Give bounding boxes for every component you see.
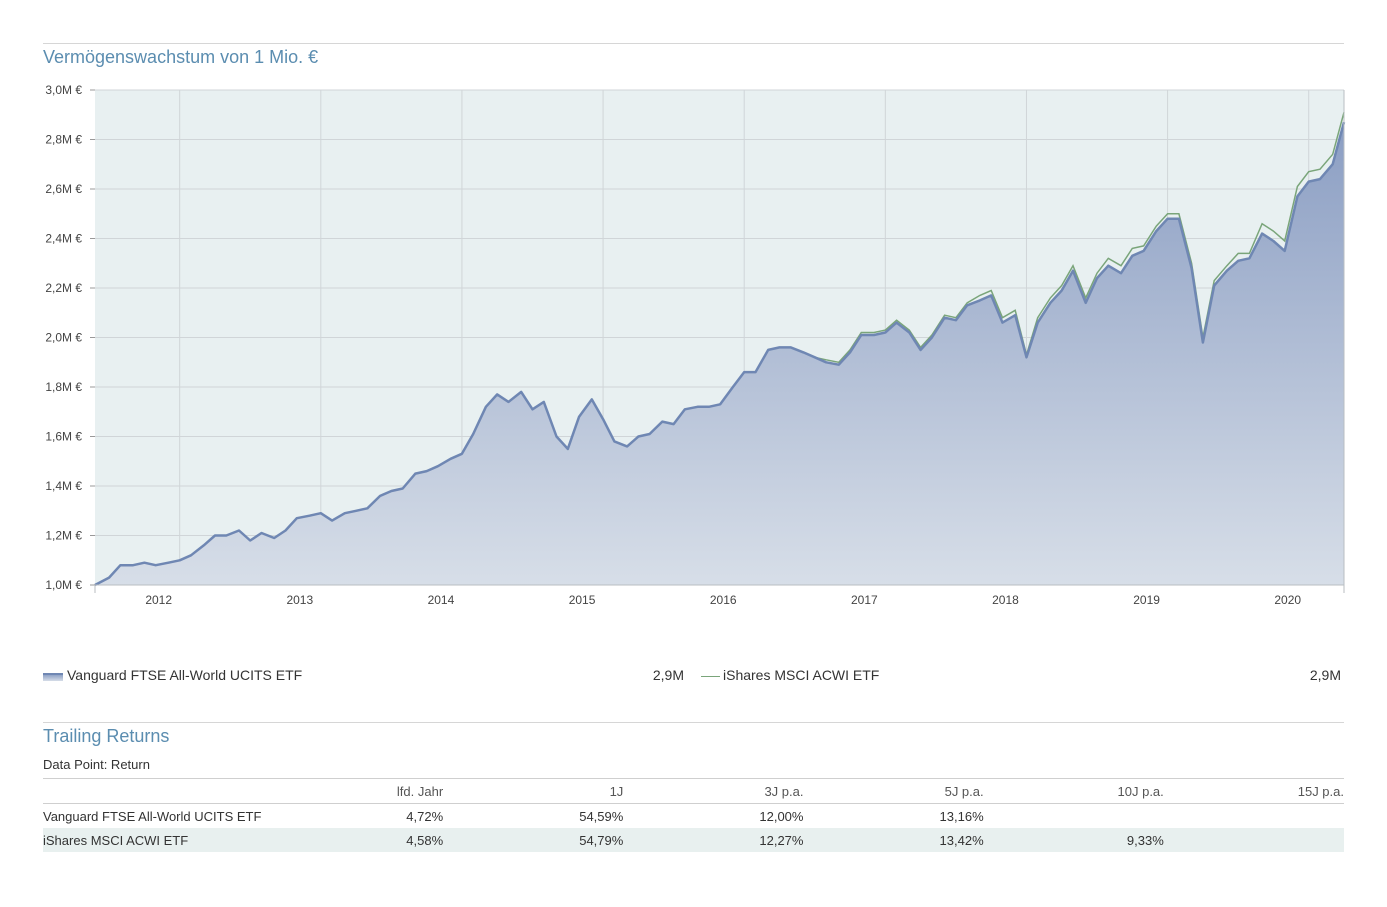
table-cell: 9,33% xyxy=(983,828,1164,852)
legend-value-vanguard: 2,9M xyxy=(652,667,684,683)
table-cell: 54,79% xyxy=(443,828,624,852)
legend-label-vanguard: Vanguard FTSE All-World UCITS ETF xyxy=(67,667,303,683)
x-tick-label: 2017 xyxy=(851,593,878,607)
table-cell: 54,59% xyxy=(579,808,624,824)
returns-divider xyxy=(43,722,1344,723)
y-tick-label: 1,6M € xyxy=(45,430,82,444)
table-cell: 4,72% xyxy=(406,808,444,824)
table-cell xyxy=(984,804,1164,829)
trailing-returns-table: lfd. Jahr 1J 3J p.a. 5J p.a. 10J p.a. 15… xyxy=(43,778,1344,852)
fund-name: iShares MSCI ACWI ETF xyxy=(43,828,263,852)
legend-swatch-vanguard xyxy=(43,673,63,681)
x-tick-label: 2018 xyxy=(992,593,1019,607)
legend-label-ishares: iShares MSCI ACWI ETF xyxy=(723,667,880,683)
column-header: 1J xyxy=(443,778,624,804)
returns-title: Trailing Returns xyxy=(43,726,170,746)
y-tick-label: 2,6M € xyxy=(45,182,82,196)
column-header: lfd. Jahr xyxy=(263,778,444,804)
table-cell: 13,42% xyxy=(803,828,984,852)
y-tick-label: 1,0M € xyxy=(45,578,82,592)
x-tick-label: 2014 xyxy=(428,593,455,607)
y-tick-label: 2,4M € xyxy=(45,232,82,246)
column-header: 3J p.a. xyxy=(623,778,804,804)
table-cell: 13,16% xyxy=(939,808,984,824)
column-header xyxy=(43,778,263,804)
series-area-vanguard xyxy=(95,122,1344,585)
data-point-label: Data Point: Return xyxy=(43,757,150,772)
table-cell xyxy=(1164,804,1344,829)
fund-name: Vanguard FTSE All-World UCITS ETF xyxy=(43,808,262,824)
table-cell: 4,58% xyxy=(263,828,444,852)
y-tick-label: 3,0M € xyxy=(45,83,82,97)
table-cell: 12,00% xyxy=(759,808,804,824)
x-tick-label: 2013 xyxy=(286,593,313,607)
legend-swatch-ishares xyxy=(701,676,720,677)
top-divider xyxy=(43,43,1344,44)
chart-title: Vermögenswachstum von 1 Mio. € xyxy=(43,47,319,67)
y-tick-label: 2,2M € xyxy=(45,281,82,295)
column-header: 15J p.a. xyxy=(1163,778,1344,804)
growth-chart: 1,0M € 1,2M € 1,4M € 1,6M € 1,8M € 2,0M € 2,2M… xyxy=(45,83,1346,607)
legend-value-ishares: 2,9M xyxy=(1309,667,1341,683)
table-cell: 12,27% xyxy=(623,828,804,852)
x-tick-label: 2016 xyxy=(710,593,737,607)
y-tick-label: 1,4M € xyxy=(45,479,82,493)
x-tick-label: 2019 xyxy=(1133,593,1160,607)
series-line-vanguard xyxy=(94,121,1346,587)
x-tick-label: 2015 xyxy=(569,593,596,607)
y-tick-label: 2,0M € xyxy=(45,331,82,345)
x-tick-label: 2020 xyxy=(1274,593,1301,607)
table-header-row: lfd. Jahr 1J 3J p.a. 5J p.a. 10J p.a. 15… xyxy=(43,778,1344,804)
table-row: iShares MSCI ACWI ETF 4,58% 54,79% 12,27… xyxy=(43,828,1344,852)
table-cell xyxy=(1163,828,1344,852)
column-header: 10J p.a. xyxy=(983,778,1164,804)
table-row: Vanguard FTSE All-World UCITS ETF 4,72% … xyxy=(43,804,1344,829)
y-tick-label: 2,8M € xyxy=(45,133,82,147)
y-tick-label: 1,2M € xyxy=(45,529,82,543)
column-header: 5J p.a. xyxy=(803,778,984,804)
y-tick-label: 1,8M € xyxy=(45,380,82,394)
x-tick-label: 2012 xyxy=(145,593,172,607)
